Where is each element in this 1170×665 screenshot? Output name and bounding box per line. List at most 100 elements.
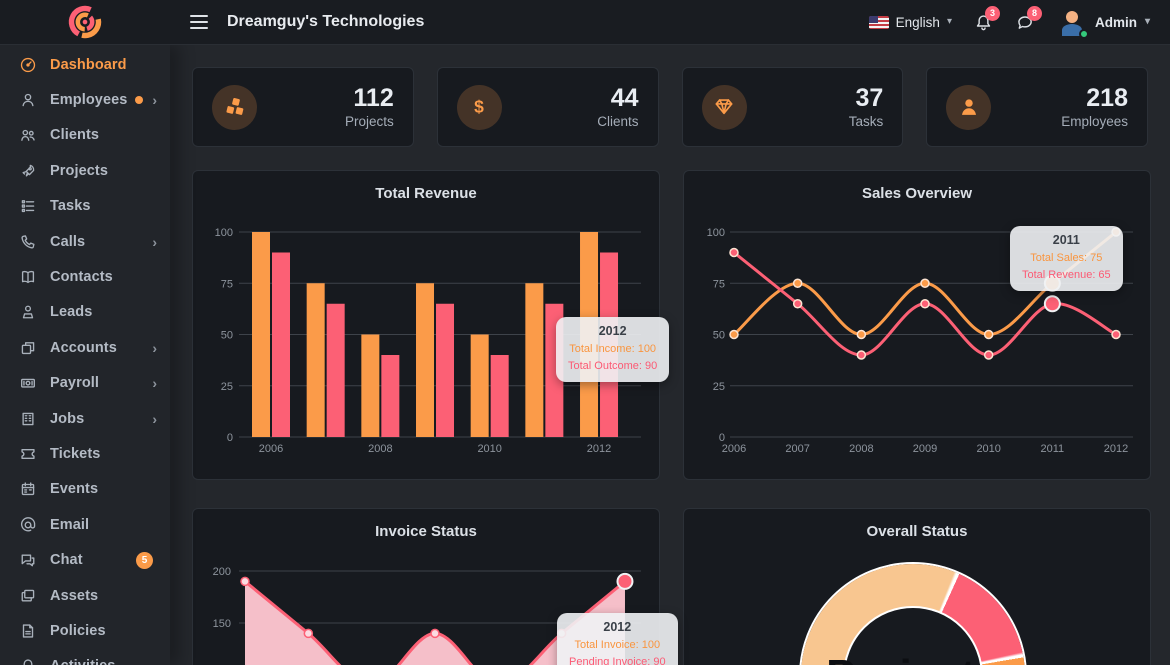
sidebar-item-employees[interactable]: Employees › [0, 82, 170, 117]
sidebar-item-projects[interactable]: Projects › [0, 153, 170, 188]
svg-text:150: 150 [213, 618, 231, 630]
stat-label: Employees [1061, 114, 1128, 130]
svg-text:0: 0 [227, 432, 233, 444]
svg-text:50: 50 [713, 330, 725, 342]
total-revenue-chart: 0 25 50 75 100 2006 2008 2010 2012 [215, 227, 641, 455]
stat-card-clients: $ 44 Clients [436, 67, 659, 147]
tasks-icon [18, 196, 38, 216]
svg-text:100: 100 [215, 227, 233, 239]
sidebar: Dashboard › Employees › Clients › Projec… [0, 45, 170, 665]
projects-icon [18, 161, 38, 181]
dashboard-icon [18, 55, 38, 75]
app-logo[interactable] [0, 0, 170, 44]
chevron-right-icon: › [152, 375, 157, 392]
stat-value: 44 [610, 83, 639, 112]
svg-text:$: $ [474, 97, 484, 117]
svg-text:25: 25 [221, 381, 233, 393]
cubes-icon [212, 84, 257, 130]
chevron-right-icon: › [152, 339, 157, 356]
chart-title: Sales Overview [861, 185, 973, 202]
sidebar-menu: Dashboard › Employees › Clients › Projec… [0, 45, 170, 665]
stat-value: 218 [1086, 83, 1128, 112]
sidebar-item-calls[interactable]: Calls › [0, 224, 170, 259]
top-header: Dreamguy's Technologies English ▾ 3 8 [0, 0, 1170, 45]
chevron-right-icon: › [152, 233, 157, 250]
chart-title: Total Revenue [375, 185, 477, 202]
accounts-icon [18, 338, 38, 358]
stat-card-projects: 112 Projects [192, 67, 414, 147]
user-name: Admin [1094, 14, 1137, 30]
policies-icon [18, 621, 38, 641]
sidebar-item-policies[interactable]: Policies › [0, 613, 170, 648]
stat-label: Projects [344, 114, 394, 130]
user-dropdown[interactable]: Admin ▾ [1057, 7, 1150, 39]
stat-card-tasks: 37 Tasks [681, 67, 904, 147]
svg-text:2010: 2010 [976, 443, 1000, 455]
svg-text:25: 25 [713, 381, 725, 393]
assets-icon [18, 586, 38, 606]
svg-text:75: 75 [713, 278, 725, 290]
person-icon [946, 84, 992, 130]
stat-value: 112 [353, 83, 394, 112]
calls-icon [18, 232, 38, 252]
stat-card-employees: 218 Employees [926, 67, 1148, 147]
sidebar-item-events[interactable]: Events › [0, 472, 170, 507]
us-flag-icon [868, 15, 889, 29]
sidebar-item-clients[interactable]: Clients › [0, 118, 170, 153]
total-revenue-card: Total Revenue 0 25 50 75 100 2006 2008 2010 2012… [192, 170, 670, 480]
sidebar-item-tasks[interactable]: Tasks › [0, 189, 170, 224]
svg-text:50: 50 [221, 330, 233, 342]
sidebar-item-activities[interactable]: Activities › [0, 649, 170, 665]
sidebar-item-tickets[interactable]: Tickets › [0, 436, 170, 471]
overall-status-donut: Projects [799, 562, 1027, 665]
svg-text:2010: 2010 [477, 443, 501, 455]
chat-icon [18, 550, 38, 570]
main-content: 112 Projects $ 44 Clients 37 Tasks 218 E… [170, 45, 1170, 665]
svg-text:0: 0 [719, 432, 725, 444]
sidebar-item-dashboard[interactable]: Dashboard › [0, 47, 170, 82]
notification-dot-icon [135, 96, 144, 105]
invoice-status-chart: 0501001502002006200720082009201020112012 [213, 566, 641, 665]
svg-text:2006: 2006 [722, 443, 746, 455]
chevron-right-icon: › [152, 92, 157, 109]
sales-overview-chart: 0 25 50 75 100 2006 2007 2008 2009 2010 2011 2012 [707, 227, 1133, 455]
stats-row: 112 Projects $ 44 Clients 37 Tasks 218 E… [192, 67, 1148, 147]
sidebar-item-chat[interactable]: Chat 5 › [0, 542, 170, 577]
donut-center-label: Projects [826, 651, 1000, 665]
language-dropdown[interactable]: English ▾ [868, 15, 952, 30]
contacts-icon [18, 267, 38, 287]
tickets-icon [18, 444, 38, 464]
chevron-down-icon: ▾ [1144, 16, 1150, 27]
svg-text:2012: 2012 [1104, 443, 1128, 455]
hamburger-icon[interactable] [186, 11, 212, 33]
svg-text:2008: 2008 [368, 443, 392, 455]
sidebar-item-accounts[interactable]: Accounts › [0, 330, 170, 365]
stat-label: Tasks [848, 114, 884, 130]
svg-text:100: 100 [707, 227, 725, 239]
notifications-button[interactable]: 3 [974, 5, 1000, 32]
chart-title: Invoice Status [375, 523, 477, 540]
diamond-icon [701, 84, 747, 130]
chart-title: Overall Status [866, 523, 968, 540]
svg-text:2006: 2006 [259, 443, 283, 455]
payroll-icon [18, 373, 38, 393]
stat-value: 37 [855, 83, 884, 112]
sales-overview-card: Sales Overview 0 25 50 75 100 2006 2007 2008 200… [683, 170, 1151, 480]
svg-text:2009: 2009 [913, 443, 937, 455]
notifications-badge: 3 [984, 5, 1000, 21]
sidebar-item-assets[interactable]: Assets › [0, 578, 170, 613]
messages-badge: 8 [1026, 5, 1042, 21]
svg-text:75: 75 [221, 278, 233, 290]
sidebar-item-jobs[interactable]: Jobs › [0, 401, 170, 436]
jobs-icon [18, 409, 38, 429]
chevron-right-icon: › [152, 410, 157, 427]
email-icon [18, 515, 38, 535]
sidebar-item-leads[interactable]: Leads › [0, 295, 170, 330]
svg-text:2008: 2008 [849, 443, 873, 455]
messages-button[interactable]: 8 [1015, 5, 1042, 32]
sidebar-item-contacts[interactable]: Contacts › [0, 259, 170, 294]
svg-text:2011: 2011 [1041, 443, 1065, 455]
admin-avatar [1057, 7, 1089, 39]
sidebar-item-payroll[interactable]: Payroll › [0, 366, 170, 401]
sidebar-item-email[interactable]: Email › [0, 507, 170, 542]
